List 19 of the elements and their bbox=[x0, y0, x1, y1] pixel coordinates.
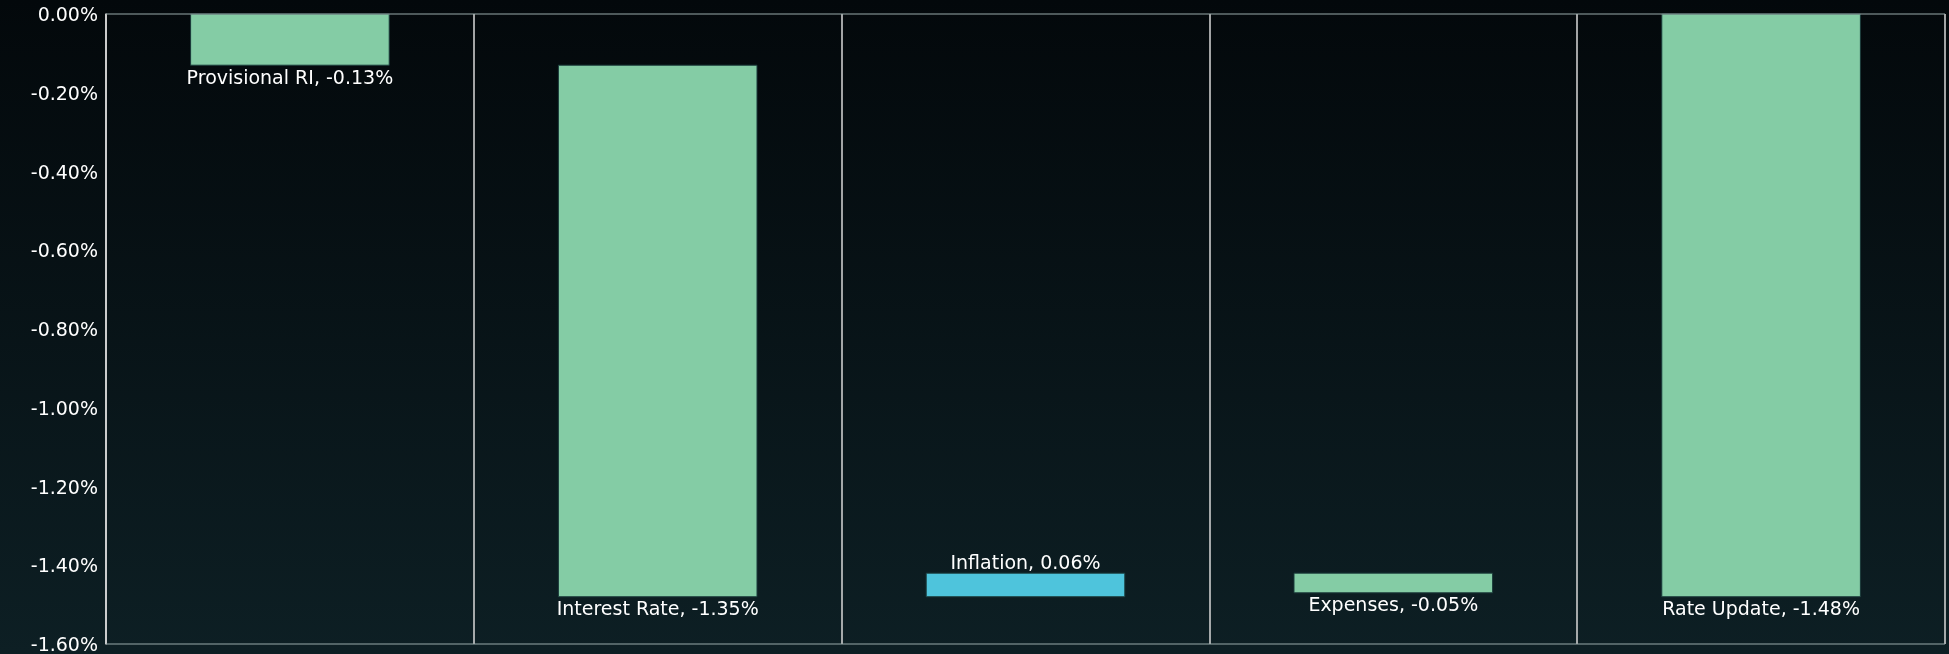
y-tick-label: -1.20% bbox=[30, 475, 98, 498]
y-tick-label: -0.80% bbox=[30, 318, 98, 340]
y-tick-label: -1.60% bbox=[30, 633, 98, 654]
y-tick-label: -0.40% bbox=[30, 160, 98, 183]
y-tick-label: -0.60% bbox=[30, 239, 98, 262]
y-tick-label: -1.40% bbox=[30, 554, 98, 577]
bar bbox=[190, 13, 390, 66]
data-label: Rate Update, -1.48% bbox=[1662, 597, 1860, 620]
y-tick-label: 0.00% bbox=[37, 3, 98, 25]
data-label: Provisional RI, -0.13% bbox=[186, 65, 394, 88]
bar bbox=[557, 64, 758, 598]
data-label: Expenses, -0.05% bbox=[1308, 593, 1479, 616]
y-tick-label: -0.20% bbox=[30, 81, 98, 104]
bar bbox=[1293, 572, 1494, 594]
y-tick-label: -1.00% bbox=[30, 396, 98, 419]
bar bbox=[925, 572, 1126, 598]
data-label: Interest Rate, -1.35% bbox=[556, 597, 759, 620]
data-label: Inflation, 0.06% bbox=[950, 550, 1101, 573]
bar bbox=[1661, 13, 1861, 598]
